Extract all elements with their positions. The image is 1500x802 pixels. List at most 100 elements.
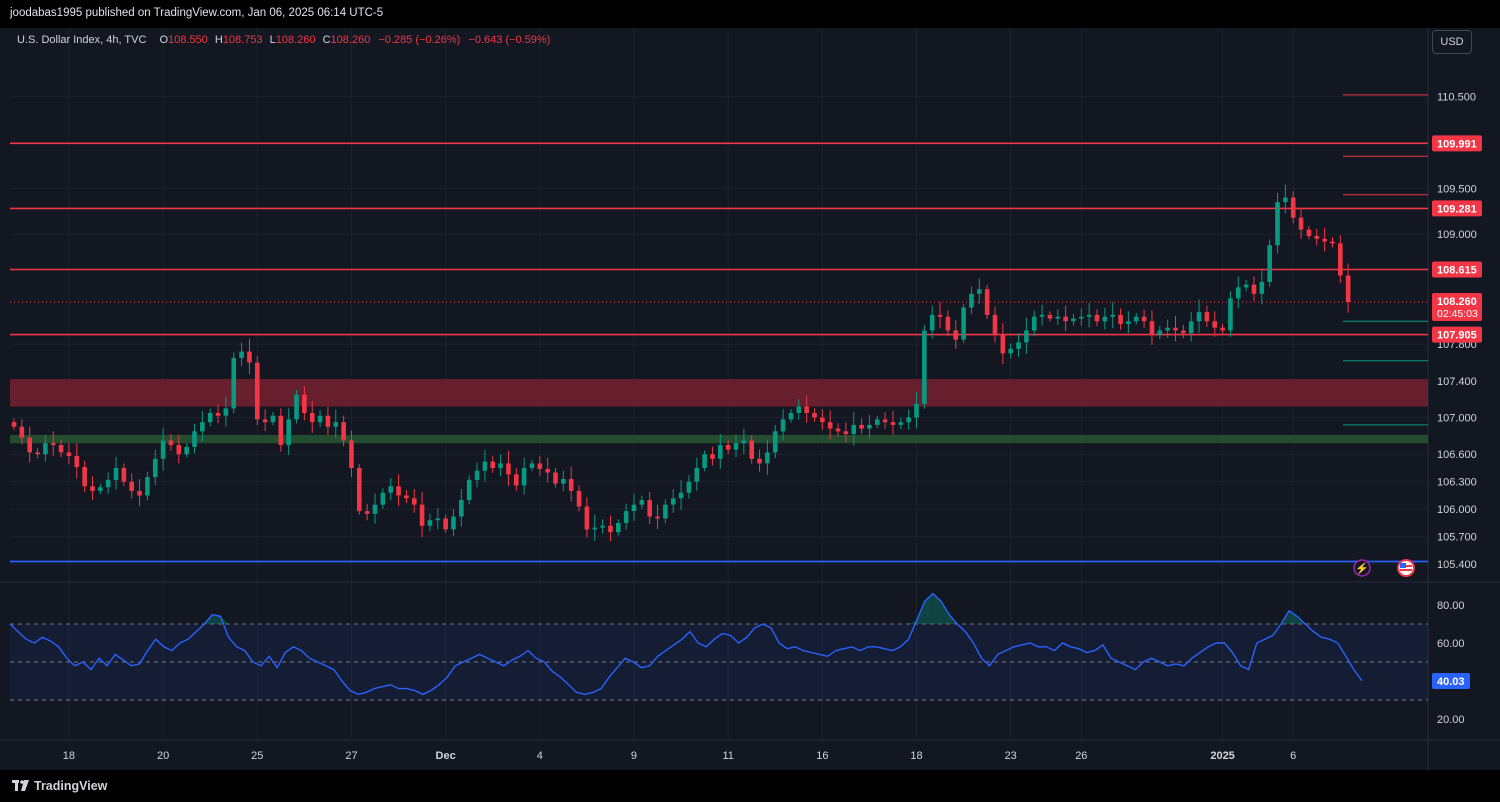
candle[interactable] <box>1016 333 1021 358</box>
level-price-badge[interactable] <box>1432 326 1482 343</box>
candle[interactable] <box>1063 305 1068 332</box>
candle[interactable] <box>160 427 166 471</box>
candle[interactable] <box>247 338 252 375</box>
candle[interactable] <box>35 447 40 459</box>
candle[interactable] <box>694 457 700 491</box>
candle[interactable] <box>780 409 786 441</box>
candle[interactable] <box>914 391 919 429</box>
horizontal-levels[interactable] <box>10 94 1428 563</box>
candle[interactable] <box>710 446 715 466</box>
candle[interactable] <box>969 286 974 315</box>
candle[interactable] <box>302 386 307 421</box>
candle[interactable] <box>812 408 817 422</box>
candle[interactable] <box>686 475 692 499</box>
candle[interactable] <box>388 478 394 501</box>
candle[interactable] <box>1345 263 1351 313</box>
candle[interactable] <box>341 415 346 447</box>
candle[interactable] <box>906 409 911 430</box>
candle[interactable] <box>584 497 590 538</box>
candle[interactable] <box>231 352 237 414</box>
candle[interactable] <box>1243 280 1249 292</box>
candle[interactable] <box>553 467 558 488</box>
candle[interactable] <box>749 434 755 464</box>
candle[interactable] <box>678 479 684 510</box>
candle[interactable] <box>137 478 142 507</box>
candle[interactable] <box>1322 227 1327 252</box>
tradingview-logo[interactable]: TradingView <box>12 778 107 794</box>
candle[interactable] <box>129 473 135 499</box>
candle[interactable] <box>1306 225 1312 240</box>
candle[interactable] <box>1220 324 1225 334</box>
candlesticks[interactable] <box>11 184 1351 542</box>
candle[interactable] <box>639 495 645 509</box>
candle[interactable] <box>443 514 448 533</box>
candle[interactable] <box>168 434 174 451</box>
candle[interactable] <box>882 412 888 429</box>
candle[interactable] <box>765 439 770 475</box>
candle[interactable] <box>1165 319 1170 338</box>
candle[interactable] <box>1204 305 1210 328</box>
candle[interactable] <box>1290 191 1296 224</box>
candle[interactable] <box>1267 239 1272 287</box>
candle[interactable] <box>1079 308 1084 326</box>
candle[interactable] <box>1298 207 1304 239</box>
candle[interactable] <box>98 483 103 495</box>
candle[interactable] <box>43 434 48 462</box>
candle[interactable] <box>631 493 637 521</box>
candle[interactable] <box>521 457 527 495</box>
candle[interactable] <box>867 414 872 438</box>
candle[interactable] <box>459 489 464 527</box>
candle[interactable] <box>1181 324 1186 339</box>
candle[interactable] <box>145 471 150 501</box>
candle[interactable] <box>1259 269 1265 305</box>
candle[interactable] <box>490 456 496 473</box>
candle[interactable] <box>1149 310 1155 345</box>
candle[interactable] <box>827 410 833 440</box>
candle[interactable] <box>239 342 244 367</box>
candle[interactable] <box>1141 309 1147 328</box>
candle[interactable] <box>1110 302 1116 329</box>
candle[interactable] <box>364 503 370 521</box>
candle[interactable] <box>105 472 111 494</box>
rsi-line[interactable] <box>9 592 1363 696</box>
candle[interactable] <box>286 408 291 455</box>
candle[interactable] <box>655 504 660 530</box>
candle[interactable] <box>19 419 25 445</box>
candle[interactable] <box>1275 192 1280 254</box>
rsi-current-badge[interactable] <box>1432 672 1470 689</box>
candle[interactable] <box>435 508 441 530</box>
candle[interactable] <box>670 489 676 513</box>
candle[interactable] <box>27 426 32 463</box>
candle[interactable] <box>58 439 64 458</box>
candle[interactable] <box>576 485 582 512</box>
candle[interactable] <box>1338 235 1343 283</box>
candle[interactable] <box>937 302 943 329</box>
candle[interactable] <box>1031 310 1037 337</box>
candle[interactable] <box>192 423 197 454</box>
candle[interactable] <box>372 493 378 524</box>
candle[interactable] <box>545 457 550 483</box>
candle[interactable] <box>207 408 213 427</box>
candle[interactable] <box>1008 343 1013 359</box>
candle[interactable] <box>788 409 794 423</box>
candle[interactable] <box>615 519 621 536</box>
candle[interactable] <box>561 470 566 491</box>
candle[interactable] <box>1094 309 1100 327</box>
candle[interactable] <box>663 499 668 524</box>
candle[interactable] <box>1228 291 1233 338</box>
candle[interactable] <box>945 310 951 337</box>
candle[interactable] <box>1157 325 1163 340</box>
candle[interactable] <box>835 423 841 437</box>
candle[interactable] <box>1071 313 1076 326</box>
candle[interactable] <box>325 406 331 435</box>
chart-canvas[interactable]: 110.500109.500109.000107.800107.400107.0… <box>0 28 1500 770</box>
candle[interactable] <box>1055 309 1061 326</box>
candle[interactable] <box>121 463 127 486</box>
level-price-badge[interactable] <box>1432 261 1482 278</box>
candle[interactable] <box>66 443 72 465</box>
candle[interactable] <box>796 399 802 420</box>
candle[interactable] <box>804 395 809 423</box>
candle[interactable] <box>451 509 456 537</box>
candle[interactable] <box>113 456 119 490</box>
candle[interactable] <box>1039 304 1045 326</box>
